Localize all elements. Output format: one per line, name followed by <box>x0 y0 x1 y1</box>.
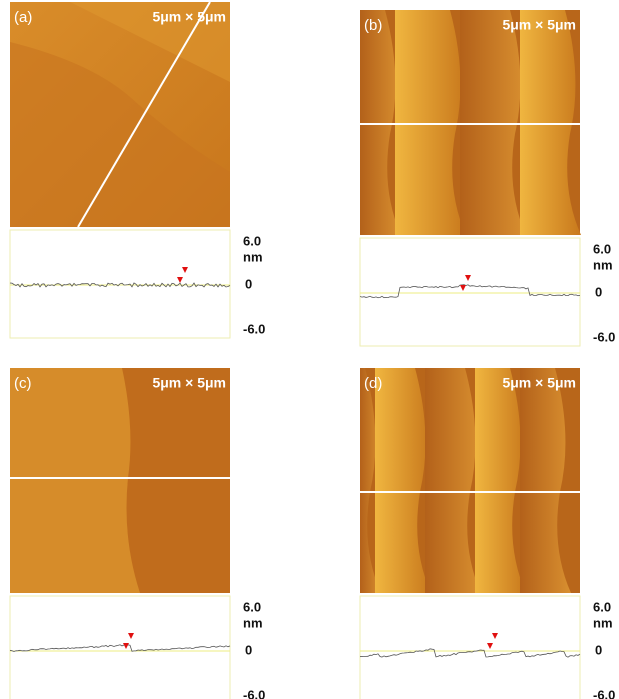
axis-unit: nm <box>593 257 613 272</box>
panel-label: (a) <box>14 9 32 26</box>
profile-frame <box>360 596 580 699</box>
profile: 6.0nm 0 -6.0 <box>10 230 265 338</box>
axis-top: 6.0 <box>593 599 611 614</box>
axis-top: 6.0 <box>243 599 261 614</box>
afm-image <box>10 2 230 227</box>
panel: (b) 5μm × 5μm 6.0nm 0 -6.0 <box>360 10 615 346</box>
axis-zero: 0 <box>245 642 252 657</box>
axis-top: 6.0 <box>593 241 611 256</box>
afm-image <box>360 368 580 593</box>
axis-zero: 0 <box>245 276 252 291</box>
axis-unit: nm <box>593 615 613 630</box>
afm-image <box>360 10 581 235</box>
figure: (a)5μm × 5μm6.0nm0-6.0(b)5μm × 5μm6.0nm0… <box>0 0 619 699</box>
scale-label: 5μm × 5μm <box>152 9 226 25</box>
axis-zero: 0 <box>595 642 602 657</box>
terrace <box>395 10 466 235</box>
scale-label: 5μm × 5μm <box>502 17 576 33</box>
axis-bottom: -6.0 <box>243 687 265 699</box>
panel-label: (c) <box>14 375 32 392</box>
axis-unit: nm <box>243 615 263 630</box>
axis-top: 6.0 <box>243 233 261 248</box>
scale-label: 5μm × 5μm <box>502 375 576 391</box>
afm-image <box>10 368 230 593</box>
panel-label: (b) <box>364 17 382 34</box>
axis-zero: 0 <box>595 284 602 299</box>
panel-label: (d) <box>364 375 382 392</box>
profile: 6.0nm 0 -6.0 <box>360 238 615 346</box>
scale-label: 5μm × 5μm <box>152 375 226 391</box>
axis-bottom: -6.0 <box>243 321 265 336</box>
profile-frame <box>360 238 580 346</box>
axis-bottom: -6.0 <box>593 329 615 344</box>
terrace <box>122 368 230 593</box>
profile: 6.0nm 0 -6.0 <box>360 596 615 699</box>
panel: (a) 5μm × 5μm 6.0nm 0 -6.0 <box>10 2 265 338</box>
panel: (c) 5μm × 5μm 6.0nm 0 -6.0 <box>10 368 265 699</box>
axis-unit: nm <box>243 249 263 264</box>
axis-bottom: -6.0 <box>593 687 615 699</box>
profile: 6.0nm 0 -6.0 <box>10 596 265 699</box>
panel: (d) 5μm × 5μm 6.0nm 0 -6.0 <box>360 368 615 699</box>
